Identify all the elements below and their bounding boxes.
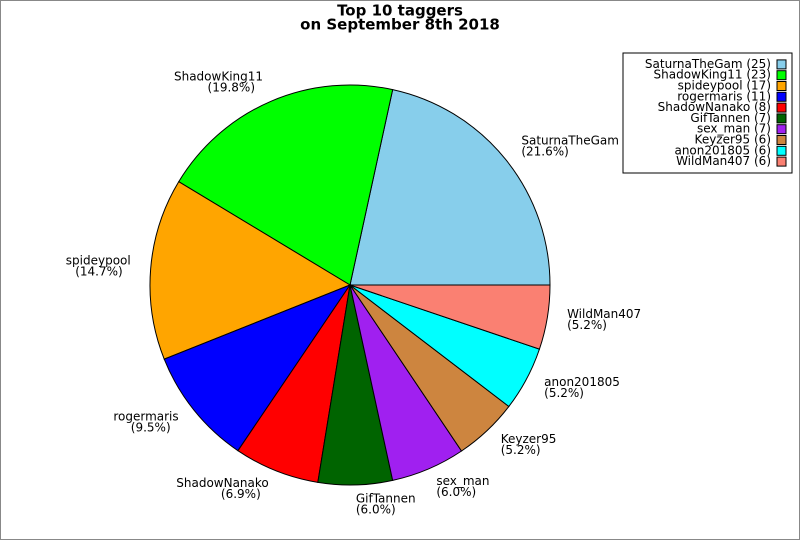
slice-label: spideypool bbox=[66, 254, 131, 268]
legend-label: ShadowNanako (8) bbox=[658, 100, 771, 114]
legend-swatch bbox=[776, 70, 787, 81]
legend-swatch bbox=[776, 102, 787, 113]
pie-slice bbox=[149, 180, 352, 360]
legend-label: SaturnaTheGam (25) bbox=[645, 57, 771, 71]
slice-label: GifTannen bbox=[356, 491, 416, 505]
slice-value-label: (5.2%) bbox=[567, 318, 607, 332]
legend-swatch bbox=[776, 59, 787, 70]
legend-label: anon201805 (6) bbox=[674, 143, 771, 157]
legend-label: WildMan407 (6) bbox=[676, 154, 771, 168]
slice-label: SaturnaTheGam bbox=[521, 134, 619, 148]
slice-value-label: (14.7%) bbox=[75, 265, 122, 279]
legend-label: spideypool (17) bbox=[678, 79, 771, 93]
chart-title: Top 10 taggers bbox=[337, 2, 463, 20]
legend-label: rogermaris (11) bbox=[677, 89, 771, 103]
slice-label: sex_man bbox=[436, 474, 489, 488]
legend-label: ShadowKing11 (23) bbox=[654, 68, 772, 82]
legend-swatch bbox=[776, 91, 787, 102]
slice-value-label: (9.5%) bbox=[131, 420, 171, 434]
slice-label: WildMan407 bbox=[567, 307, 641, 321]
legend-swatch bbox=[776, 135, 787, 145]
legend-box bbox=[622, 52, 793, 174]
slice-label: ShadowNanako bbox=[176, 476, 269, 490]
legend-label: sex_man (7) bbox=[697, 122, 771, 136]
legend-swatch bbox=[776, 124, 787, 135]
legend-swatch bbox=[776, 145, 787, 156]
slice-value-label: (5.2%) bbox=[501, 443, 541, 457]
slice-value-label: (6.9%) bbox=[221, 487, 261, 501]
pie-slice bbox=[349, 89, 551, 286]
slice-value-label: (6.0%) bbox=[436, 485, 476, 499]
slice-value-label: (21.6%) bbox=[521, 145, 568, 159]
slice-value-label: (6.0%) bbox=[356, 502, 396, 516]
slice-value-label: (19.8%) bbox=[208, 80, 255, 94]
legend-swatch bbox=[776, 156, 787, 167]
chart-subtitle: on September 8th 2018 bbox=[300, 16, 500, 34]
pie-slice bbox=[349, 284, 551, 350]
legend-swatch bbox=[776, 113, 787, 124]
legend-swatch bbox=[776, 81, 787, 91]
pie-slice bbox=[178, 84, 394, 286]
slice-label: rogermaris bbox=[113, 409, 178, 423]
legend-label: Keyzer95 (6) bbox=[695, 133, 771, 147]
pie-slice bbox=[163, 283, 352, 452]
slice-label: Keyzer95 bbox=[501, 432, 557, 446]
legend-label: GifTannen (7) bbox=[690, 111, 771, 125]
slice-value-label: (5.2%) bbox=[544, 386, 584, 400]
slice-label: ShadowKing11 bbox=[174, 69, 263, 83]
slice-label: anon201805 bbox=[544, 375, 620, 389]
